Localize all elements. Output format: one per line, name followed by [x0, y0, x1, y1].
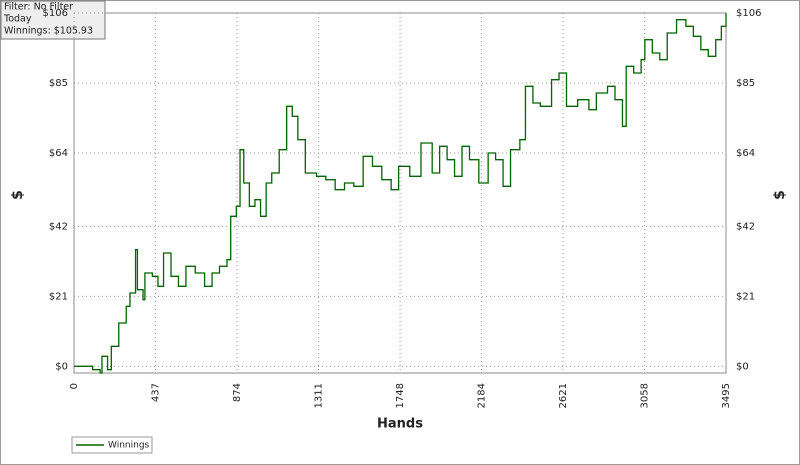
y2-tick-label: $64	[736, 148, 755, 159]
y2-tick-label: $42	[736, 221, 755, 232]
y-tick-label: $0	[55, 361, 68, 372]
info-text: Filter: No Filter	[4, 2, 73, 13]
y-tick-label: $106	[43, 8, 68, 19]
y-tick-label: $64	[49, 148, 68, 159]
y2-axis-label: $	[772, 190, 788, 200]
legend	[71, 436, 153, 454]
x-tick-label: 874	[232, 383, 243, 402]
y-tick-label: $85	[49, 78, 68, 89]
x-tick-label: 437	[151, 383, 162, 402]
x-tick-label: 3058	[639, 383, 650, 408]
x-tick-label: 1748	[395, 383, 406, 408]
x-axis-label: Hands	[377, 417, 423, 432]
y2-tick-label: $21	[736, 291, 755, 302]
info-box	[0, 0, 106, 40]
y-tick-label: $21	[49, 291, 68, 302]
x-tick-label: 2621	[558, 383, 569, 408]
y2-tick-label: $106	[736, 8, 761, 19]
y-axis-label: $	[10, 190, 26, 200]
info-text: Today	[3, 14, 32, 25]
x-tick-label: 3495	[721, 383, 732, 408]
x-tick-label: 1311	[314, 383, 325, 408]
x-tick-label: 0	[69, 383, 80, 389]
line	[74, 13, 727, 374]
y-tick-label: $42	[49, 221, 68, 232]
legend-label: Winnings	[108, 441, 150, 451]
info-text: Winnings: $105.93	[4, 26, 93, 37]
y2-tick-label: $0	[736, 361, 749, 372]
x-tick-label: 2184	[476, 383, 487, 408]
y2-tick-label: $85	[736, 78, 755, 89]
